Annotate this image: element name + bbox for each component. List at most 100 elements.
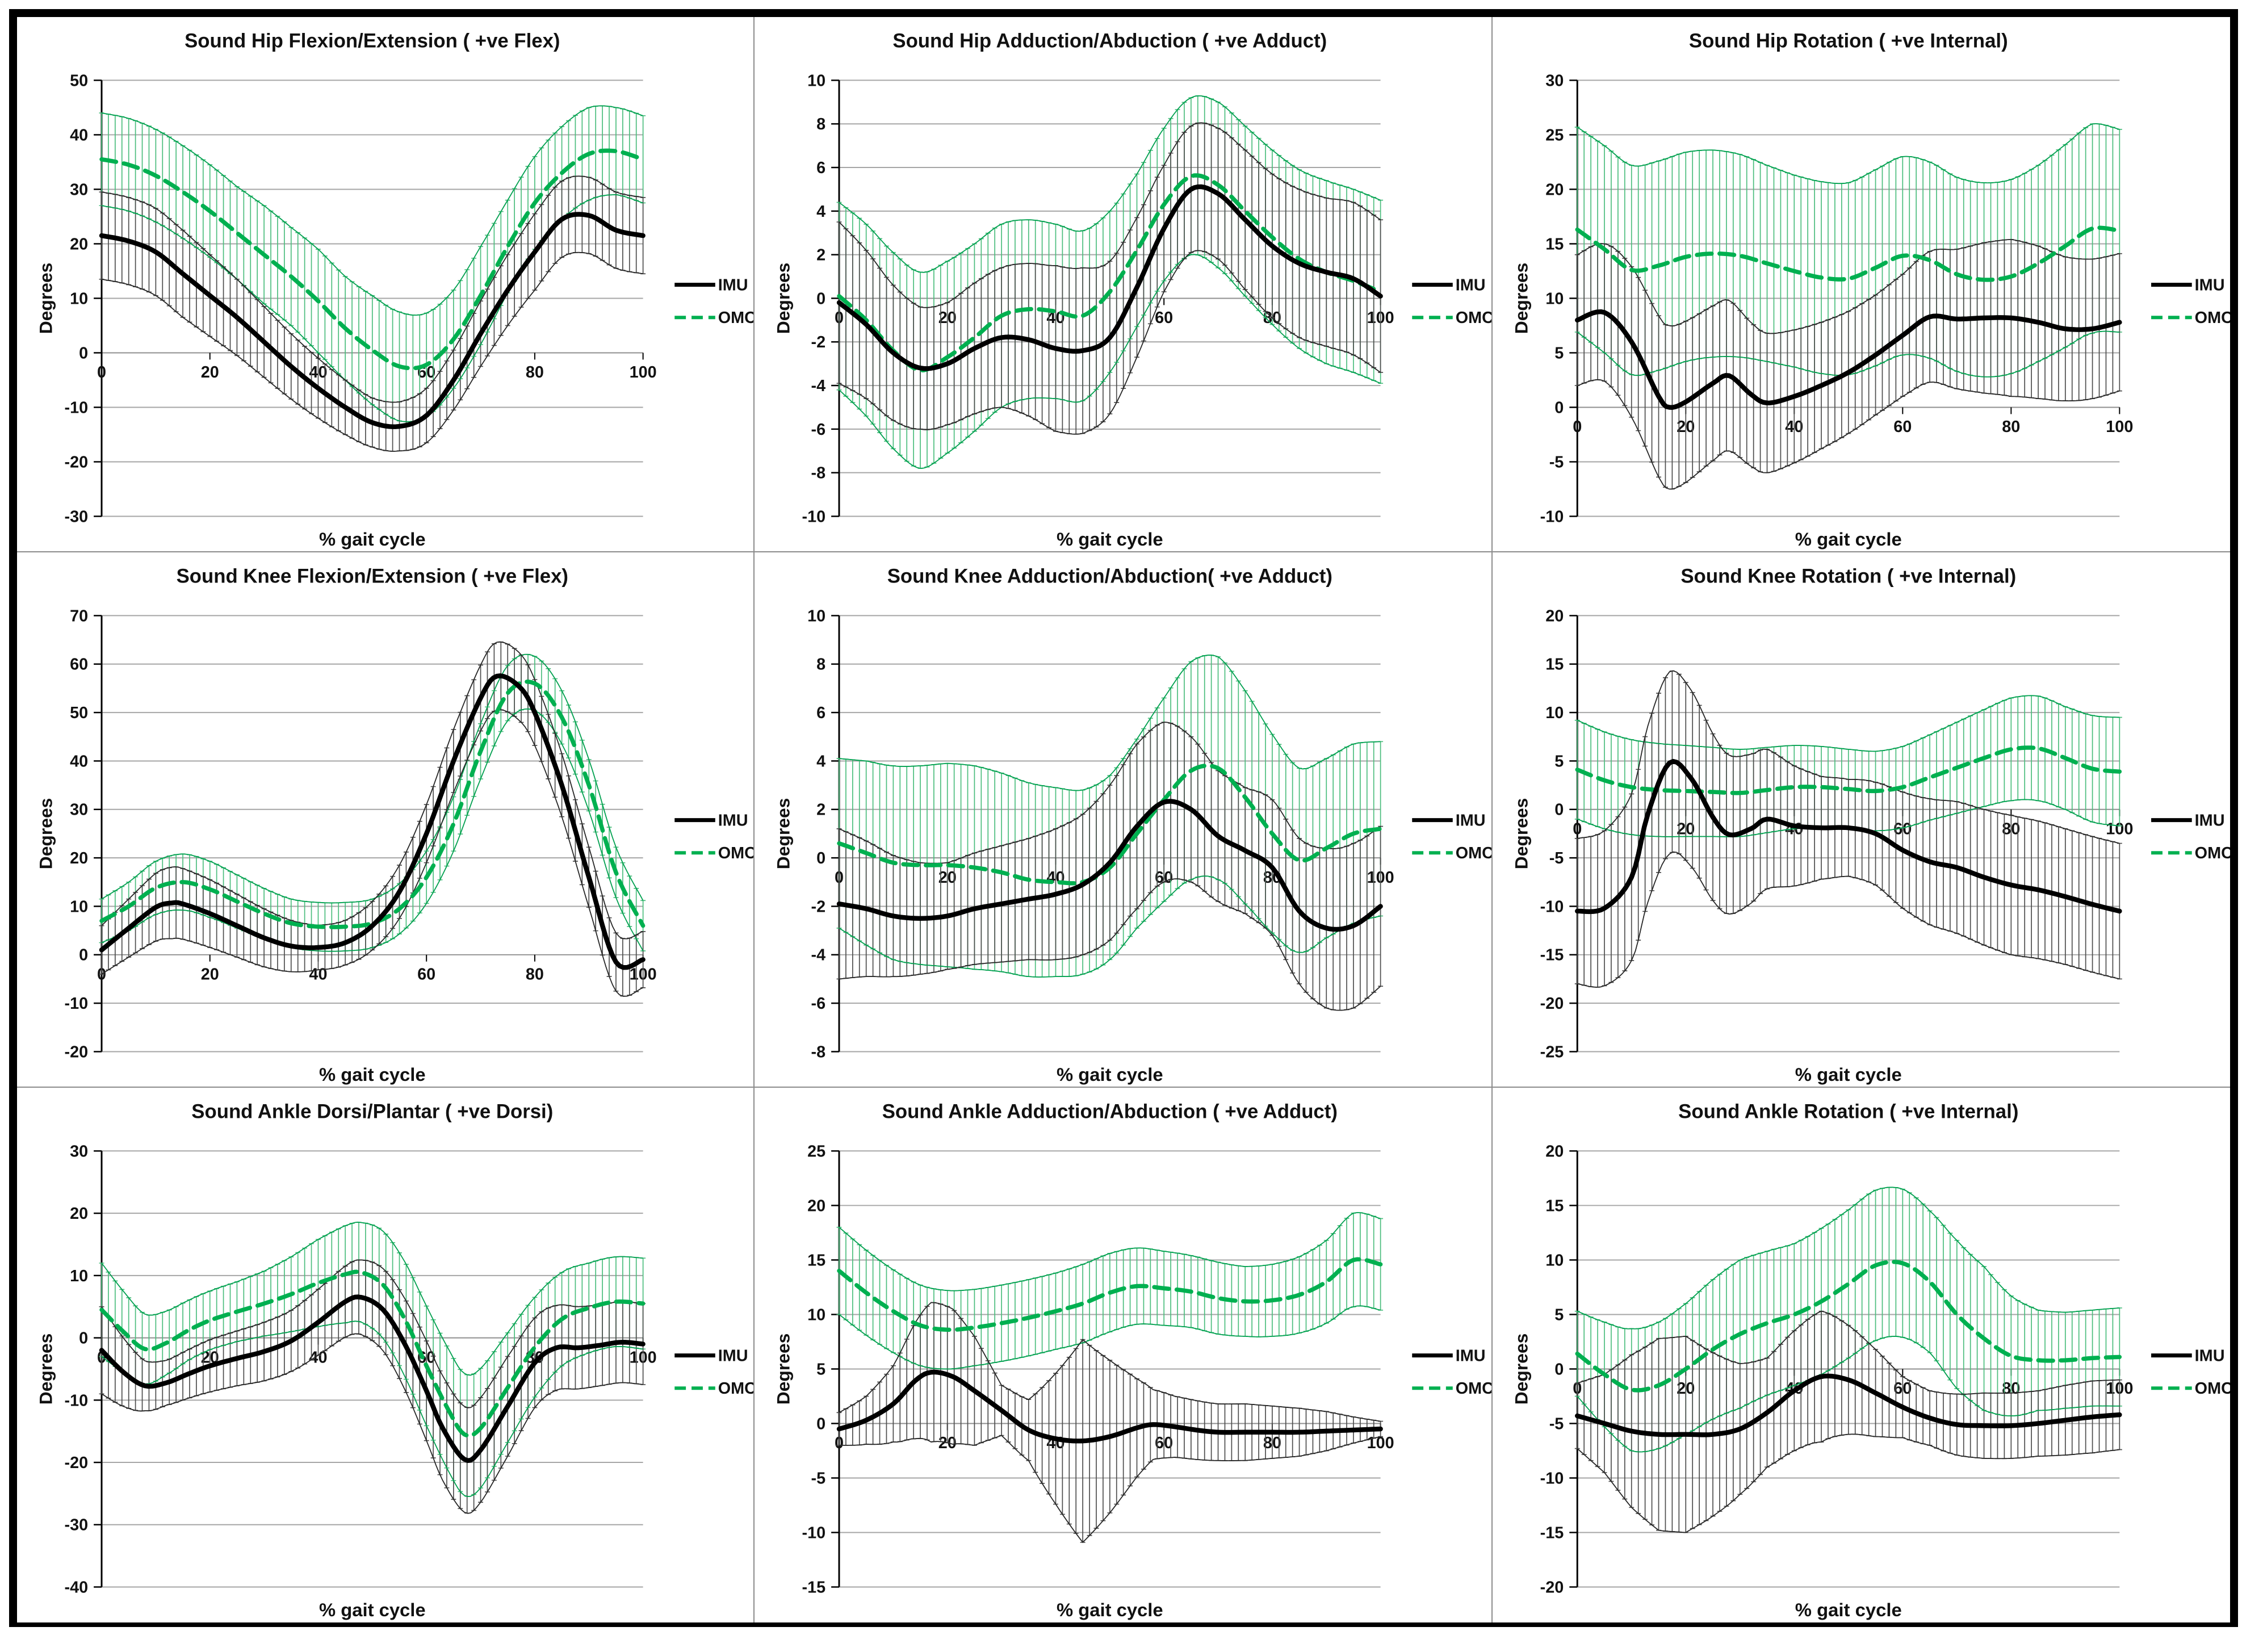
y-tick-label: 5	[1554, 753, 1564, 771]
y-tick-label: -40	[65, 1579, 89, 1597]
y-tick-label: 50	[70, 704, 88, 722]
y-tick-label: 0	[816, 290, 825, 308]
omc-upper-envelope-line	[101, 105, 643, 316]
y-tick-label: 0	[816, 1415, 825, 1433]
y-tick-label: -20	[65, 1454, 89, 1472]
y-tick-label: -15	[1540, 946, 1564, 965]
legend: IMU OMC	[2151, 276, 2230, 327]
y-tick-label: 10	[70, 898, 88, 916]
y-tick-label: -20	[65, 1043, 89, 1062]
chart-title: Sound Knee Flexion/Extension ( +ve Flex)	[177, 566, 568, 588]
y-tick-label: -20	[65, 453, 89, 471]
imu-mean-line	[99, 1294, 646, 1464]
y-tick-label: 25	[1545, 126, 1564, 144]
imu-lower-envelope-line	[839, 250, 1381, 435]
legend-omc-label: OMC	[1456, 1380, 1491, 1398]
y-axis-tick-labels: -8 -6 -4 -2 0 2 4 6 8 10	[807, 607, 825, 1062]
y-tick-label: -6	[811, 421, 826, 439]
gridlines	[94, 1150, 643, 1588]
imu-mean-line	[837, 184, 1384, 371]
y-tick-label: -4	[811, 946, 826, 965]
legend-omc-label: OMC	[718, 309, 754, 327]
x-axis-label: % gait cycle	[319, 1600, 426, 1621]
imu-mean-line	[837, 1370, 1384, 1444]
y-axis-tick-labels: -10 -8 -6 -4 -2 0 2 4 6 8 10	[802, 72, 826, 526]
legend-imu-label: IMU	[2194, 812, 2224, 830]
legend: IMU OMC	[2151, 1347, 2230, 1398]
x-axis-label: % gait cycle	[1057, 1064, 1163, 1085]
y-tick-label: 60	[70, 656, 88, 674]
y-tick-label: 0	[1554, 399, 1564, 417]
omc-upper-envelope-line	[839, 1212, 1381, 1292]
y-tick-label: 20	[70, 235, 88, 253]
omc-mean-line	[99, 148, 646, 371]
imu-upper-envelope-line	[1577, 238, 2120, 334]
y-tick-label: 40	[70, 753, 88, 771]
chart-canvas-ankle-rotation: -20 -15 -10 -5 0 5 10 15 20 0 20 40 60 80 100 Sound Ank…	[1511, 1101, 2230, 1620]
y-tick-label: -2	[811, 333, 826, 351]
x-tick-label: 60	[1155, 309, 1173, 327]
y-tick-label: 10	[1545, 1252, 1564, 1270]
legend-omc-label: OMC	[2194, 1380, 2230, 1398]
y-tick-label: 6	[816, 704, 825, 722]
y-tick-label: 5	[1554, 344, 1564, 362]
y-tick-label: 20	[70, 849, 88, 867]
imu-upper-envelope-line	[839, 122, 1381, 308]
y-tick-label: 20	[807, 1197, 825, 1215]
y-tick-label: 5	[1554, 1306, 1564, 1324]
y-tick-label: 25	[807, 1143, 825, 1161]
figure-frame: -30 -20 -10 0 10 20 30 40 50 0 20 40 60 80 100 Sound Hi…	[9, 9, 2238, 1627]
y-tick-label: -30	[65, 1516, 89, 1534]
omc-error-bars	[99, 105, 646, 422]
y-axis-tick-labels: -15 -10 -5 0 5 10 15 20 25	[802, 1143, 826, 1597]
chart-panel-knee-flexion: -20 -10 0 10 20 30 40 50 60 70 0 20 40 60 80 100 Sound K…	[17, 552, 755, 1088]
chart-title: Sound Knee Rotation ( +ve Internal)	[1681, 565, 2016, 588]
legend-imu-label: IMU	[718, 812, 748, 830]
y-tick-label: 20	[1545, 607, 1564, 626]
y-tick-label: 50	[70, 72, 88, 90]
legend: IMU OMC	[674, 276, 754, 327]
y-axis-tick-labels: -20 -15 -10 -5 0 5 10 15 20	[1540, 1143, 1564, 1597]
y-axis-tick-labels: -20 -10 0 10 20 30 40 50 60 70	[65, 607, 89, 1062]
y-tick-label: 2	[816, 246, 825, 265]
y-tick-label: 2	[816, 801, 825, 819]
x-axis-tick-labels: 0 20 40 60 80 100	[97, 353, 657, 381]
y-axis-label: Degrees	[1511, 798, 1531, 870]
y-axis-tick-labels: -25 -20 -15 -10 -5 0 5 10 15 20	[1540, 607, 1564, 1062]
x-tick-label: 80	[2002, 418, 2020, 436]
legend: IMU OMC	[674, 1347, 753, 1398]
y-tick-label: 8	[816, 656, 825, 674]
imu-lower-envelope-line	[1577, 379, 2120, 490]
y-axis-label: Degrees	[1511, 1334, 1531, 1405]
y-tick-label: 10	[70, 290, 88, 308]
y-tick-label: -10	[65, 995, 89, 1013]
y-tick-label: 20	[1545, 1143, 1564, 1161]
chart-panel-hip-flexion: -30 -20 -10 0 10 20 30 40 50 0 20 40 60 80 100 Sound Hi…	[17, 17, 755, 553]
x-axis-tick-labels: 0 20 40 60 80 100	[1573, 1369, 2133, 1398]
y-tick-label: 5	[816, 1361, 825, 1379]
x-tick-label: 20	[201, 966, 219, 984]
y-tick-label: 4	[816, 203, 825, 221]
x-tick-label: 80	[526, 966, 544, 984]
chart-canvas-ankle-adduction: -15 -10 -5 0 5 10 15 20 25 0 20 40 60 80 100 Sound Ankl…	[773, 1101, 1491, 1621]
omc-upper-envelope-line	[101, 654, 644, 904]
y-axis-label: Degrees	[773, 798, 794, 870]
imu-error-bars	[99, 1259, 646, 1514]
x-axis-tick-labels: 0 20 40 60 80 100	[1573, 407, 2133, 436]
y-tick-label: -6	[811, 995, 826, 1013]
y-axis-label: Degrees	[1511, 263, 1531, 334]
y-tick-label: 30	[1545, 72, 1564, 90]
y-tick-label: 10	[807, 607, 825, 626]
y-tick-label: 30	[70, 1143, 88, 1161]
imu-error-bars	[836, 1302, 1384, 1543]
y-tick-label: 30	[70, 801, 88, 819]
legend-imu-label: IMU	[2194, 1347, 2224, 1365]
y-tick-label: 15	[807, 1252, 825, 1270]
y-tick-label: 30	[70, 181, 88, 199]
legend-omc-label: OMC	[718, 1380, 754, 1398]
omc-mean-line	[1575, 1260, 2122, 1393]
legend-imu-label: IMU	[1456, 812, 1486, 830]
y-tick-label: 15	[1545, 1197, 1564, 1215]
